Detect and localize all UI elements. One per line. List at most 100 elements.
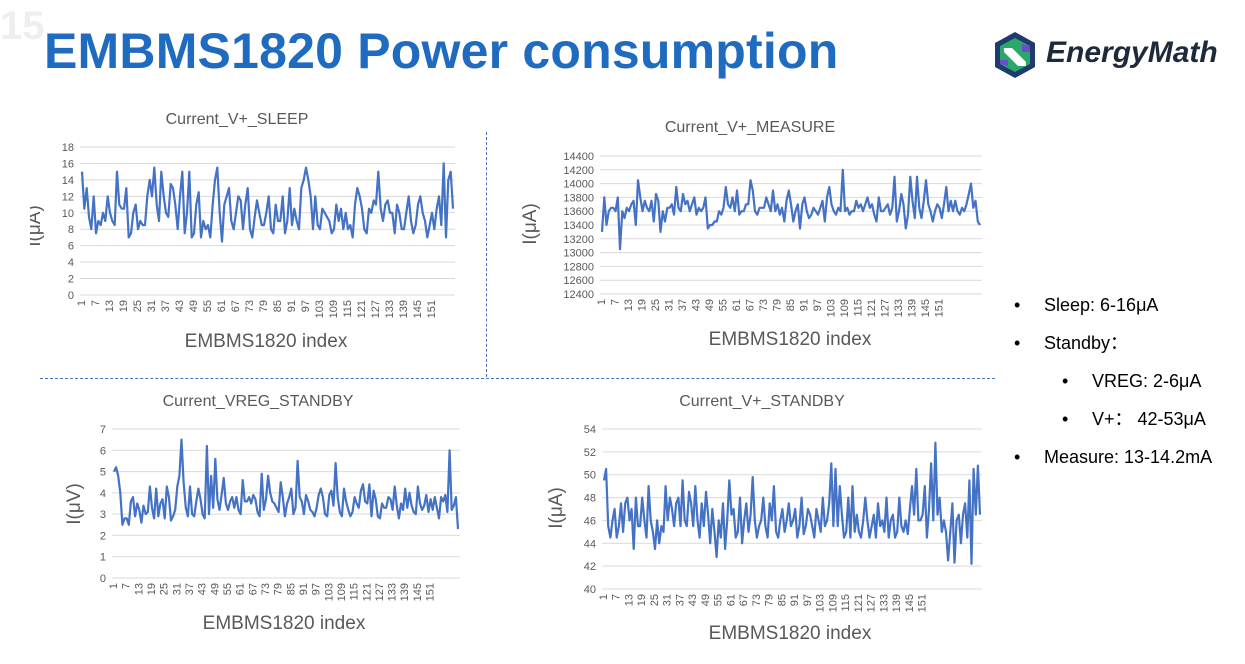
x-tick-label: 109 bbox=[827, 594, 839, 612]
x-tick-label: 67 bbox=[247, 583, 259, 595]
x-tick-label: 49 bbox=[700, 594, 712, 606]
y-tick-label: 13800 bbox=[563, 192, 594, 204]
x-tick-label: 13 bbox=[623, 299, 635, 311]
bullet-text: Measure: 13-14.2mA bbox=[1044, 447, 1213, 467]
x-tick-label: 43 bbox=[687, 594, 699, 606]
x-tick-label: 25 bbox=[159, 583, 171, 595]
chart-title: Current_V+_STANDBY bbox=[679, 393, 845, 410]
bullet-subitem: • VREG: 2-6μA bbox=[1012, 368, 1212, 406]
bullet-text: Sleep: 6-16μA bbox=[1044, 295, 1159, 315]
x-tick-label: 103 bbox=[815, 594, 827, 612]
x-tick-label: 85 bbox=[285, 583, 297, 595]
bullet-dot-icon: • bbox=[1062, 409, 1069, 429]
x-tick-label: 103 bbox=[826, 299, 838, 317]
x-tick-label: 79 bbox=[258, 300, 270, 312]
y-tick-label: 0 bbox=[100, 573, 106, 585]
x-tick-label: 133 bbox=[878, 594, 890, 612]
x-tick-label: 61 bbox=[235, 583, 247, 595]
y-tick-label: 1 bbox=[100, 552, 106, 564]
x-tick-label: 103 bbox=[314, 300, 326, 318]
x-tick-label: 145 bbox=[904, 594, 916, 612]
x-tick-label: 79 bbox=[273, 583, 285, 595]
x-tick-label: 91 bbox=[789, 594, 801, 606]
x-tick-label: 31 bbox=[662, 594, 674, 606]
x-tick-label: 133 bbox=[387, 583, 399, 601]
x-tick-label: 1 bbox=[596, 299, 608, 305]
slide-number-watermark: 15 bbox=[0, 4, 45, 48]
y-tick-label: 12 bbox=[62, 191, 74, 203]
y-tick-label: 12600 bbox=[563, 275, 594, 287]
x-tick-label: 61 bbox=[731, 299, 743, 311]
x-tick-label: 139 bbox=[399, 583, 411, 601]
x-tick-label: 73 bbox=[260, 583, 272, 595]
x-tick-label: 85 bbox=[272, 300, 284, 312]
y-tick-label: 50 bbox=[584, 470, 596, 482]
bullet-dot-icon: • bbox=[1014, 295, 1021, 315]
y-tick-label: 13400 bbox=[563, 220, 594, 232]
x-tick-label: 43 bbox=[691, 299, 703, 311]
y-tick-label: 3 bbox=[100, 509, 106, 521]
y-tick-label: 6 bbox=[68, 241, 74, 253]
x-tick-label: 139 bbox=[398, 300, 410, 318]
x-tick-label: 91 bbox=[298, 583, 310, 595]
x-tick-label: 115 bbox=[853, 299, 865, 317]
y-axis-title: I(μV) bbox=[64, 483, 85, 525]
x-tick-label: 85 bbox=[776, 594, 788, 606]
y-tick-label: 52 bbox=[584, 447, 596, 459]
series-line bbox=[113, 438, 460, 530]
bullet-dot-icon: • bbox=[1014, 333, 1021, 353]
y-tick-labels: 0 2 4 6 8 10 12 14 16 18 bbox=[62, 142, 74, 302]
x-tick-label: 139 bbox=[907, 299, 919, 317]
x-tick-label: 121 bbox=[361, 583, 373, 601]
x-axis-title: EMBMS1820 index bbox=[709, 623, 872, 644]
x-tick-label: 67 bbox=[230, 300, 242, 312]
y-tick-label: 4 bbox=[68, 257, 74, 269]
x-tick-label: 7 bbox=[611, 594, 623, 600]
chart-title: Current_V+_MEASURE bbox=[665, 119, 835, 136]
x-tick-label: 127 bbox=[866, 594, 878, 612]
x-axis-title: EMBMS1820 index bbox=[185, 331, 348, 352]
y-tick-label: 2 bbox=[68, 274, 74, 286]
vertical-divider bbox=[486, 132, 487, 377]
bullet-text: Standby： bbox=[1044, 333, 1129, 353]
summary-bullet-list: • Sleep: 6-16μA • Standby： • VREG: 2-6μA • V… bbox=[1012, 292, 1212, 482]
x-tick-label: 145 bbox=[920, 299, 932, 317]
y-tick-label: 12800 bbox=[563, 261, 594, 273]
y-tick-label: 8 bbox=[68, 224, 74, 236]
y-tick-labels: 0 1 2 3 4 5 6 7 bbox=[100, 424, 106, 585]
x-tick-label: 31 bbox=[664, 299, 676, 311]
x-tick-label: 19 bbox=[118, 300, 130, 312]
y-tick-label: 14 bbox=[62, 175, 74, 187]
x-tick-label: 97 bbox=[300, 300, 312, 312]
y-tick-label: 13600 bbox=[563, 206, 594, 218]
horizontal-divider bbox=[40, 378, 995, 379]
x-tick-label: 127 bbox=[374, 583, 386, 601]
chart-sleep: Current_V+_SLEEP 0 2 4 6 8 10 12 14 16 18 1 7 13 19 2… bbox=[30, 104, 470, 354]
x-tick-labels: 1 7 13 19 25 31 37 43 49 55 61 67 73 79 85 91 97 103 109 11… bbox=[596, 299, 946, 317]
x-tick-label: 73 bbox=[758, 299, 770, 311]
x-tick-label: 37 bbox=[160, 300, 172, 312]
x-tick-label: 19 bbox=[146, 583, 158, 595]
x-tick-label: 91 bbox=[799, 299, 811, 311]
x-tick-label: 55 bbox=[202, 300, 214, 312]
x-tick-label: 25 bbox=[132, 300, 144, 312]
chart-title: Current_VREG_STANDBY bbox=[163, 393, 354, 410]
bullet-text: V+： 42-53μA bbox=[1092, 409, 1206, 429]
x-tick-labels: 1 7 13 19 25 31 37 43 49 55 61 67 73 79 85 91 97 103 109 11… bbox=[598, 594, 929, 612]
x-tick-label: 13 bbox=[623, 594, 635, 606]
series-line bbox=[80, 162, 455, 243]
x-tick-label: 67 bbox=[745, 299, 757, 311]
x-tick-label: 97 bbox=[802, 594, 814, 606]
y-tick-label: 6 bbox=[100, 445, 106, 457]
y-tick-label: 14200 bbox=[563, 165, 594, 177]
y-tick-label: 13000 bbox=[563, 248, 594, 260]
y-tick-label: 4 bbox=[100, 488, 106, 500]
y-axis-title: I(μA) bbox=[520, 203, 541, 245]
x-tick-label: 31 bbox=[146, 300, 158, 312]
y-axis-title: I(μA) bbox=[30, 205, 45, 247]
chart-vplus-standby: Current_V+_STANDBY 40 42 44 46 48 50 52 54 1 7 13… bbox=[540, 386, 990, 648]
x-tick-label: 25 bbox=[650, 299, 662, 311]
x-tick-label: 7 bbox=[90, 300, 102, 306]
x-tick-labels: 1 7 13 19 25 31 37 43 49 55 61 67 73 79 85 91 97 103 109 11… bbox=[76, 300, 438, 318]
plot-area bbox=[600, 168, 981, 251]
